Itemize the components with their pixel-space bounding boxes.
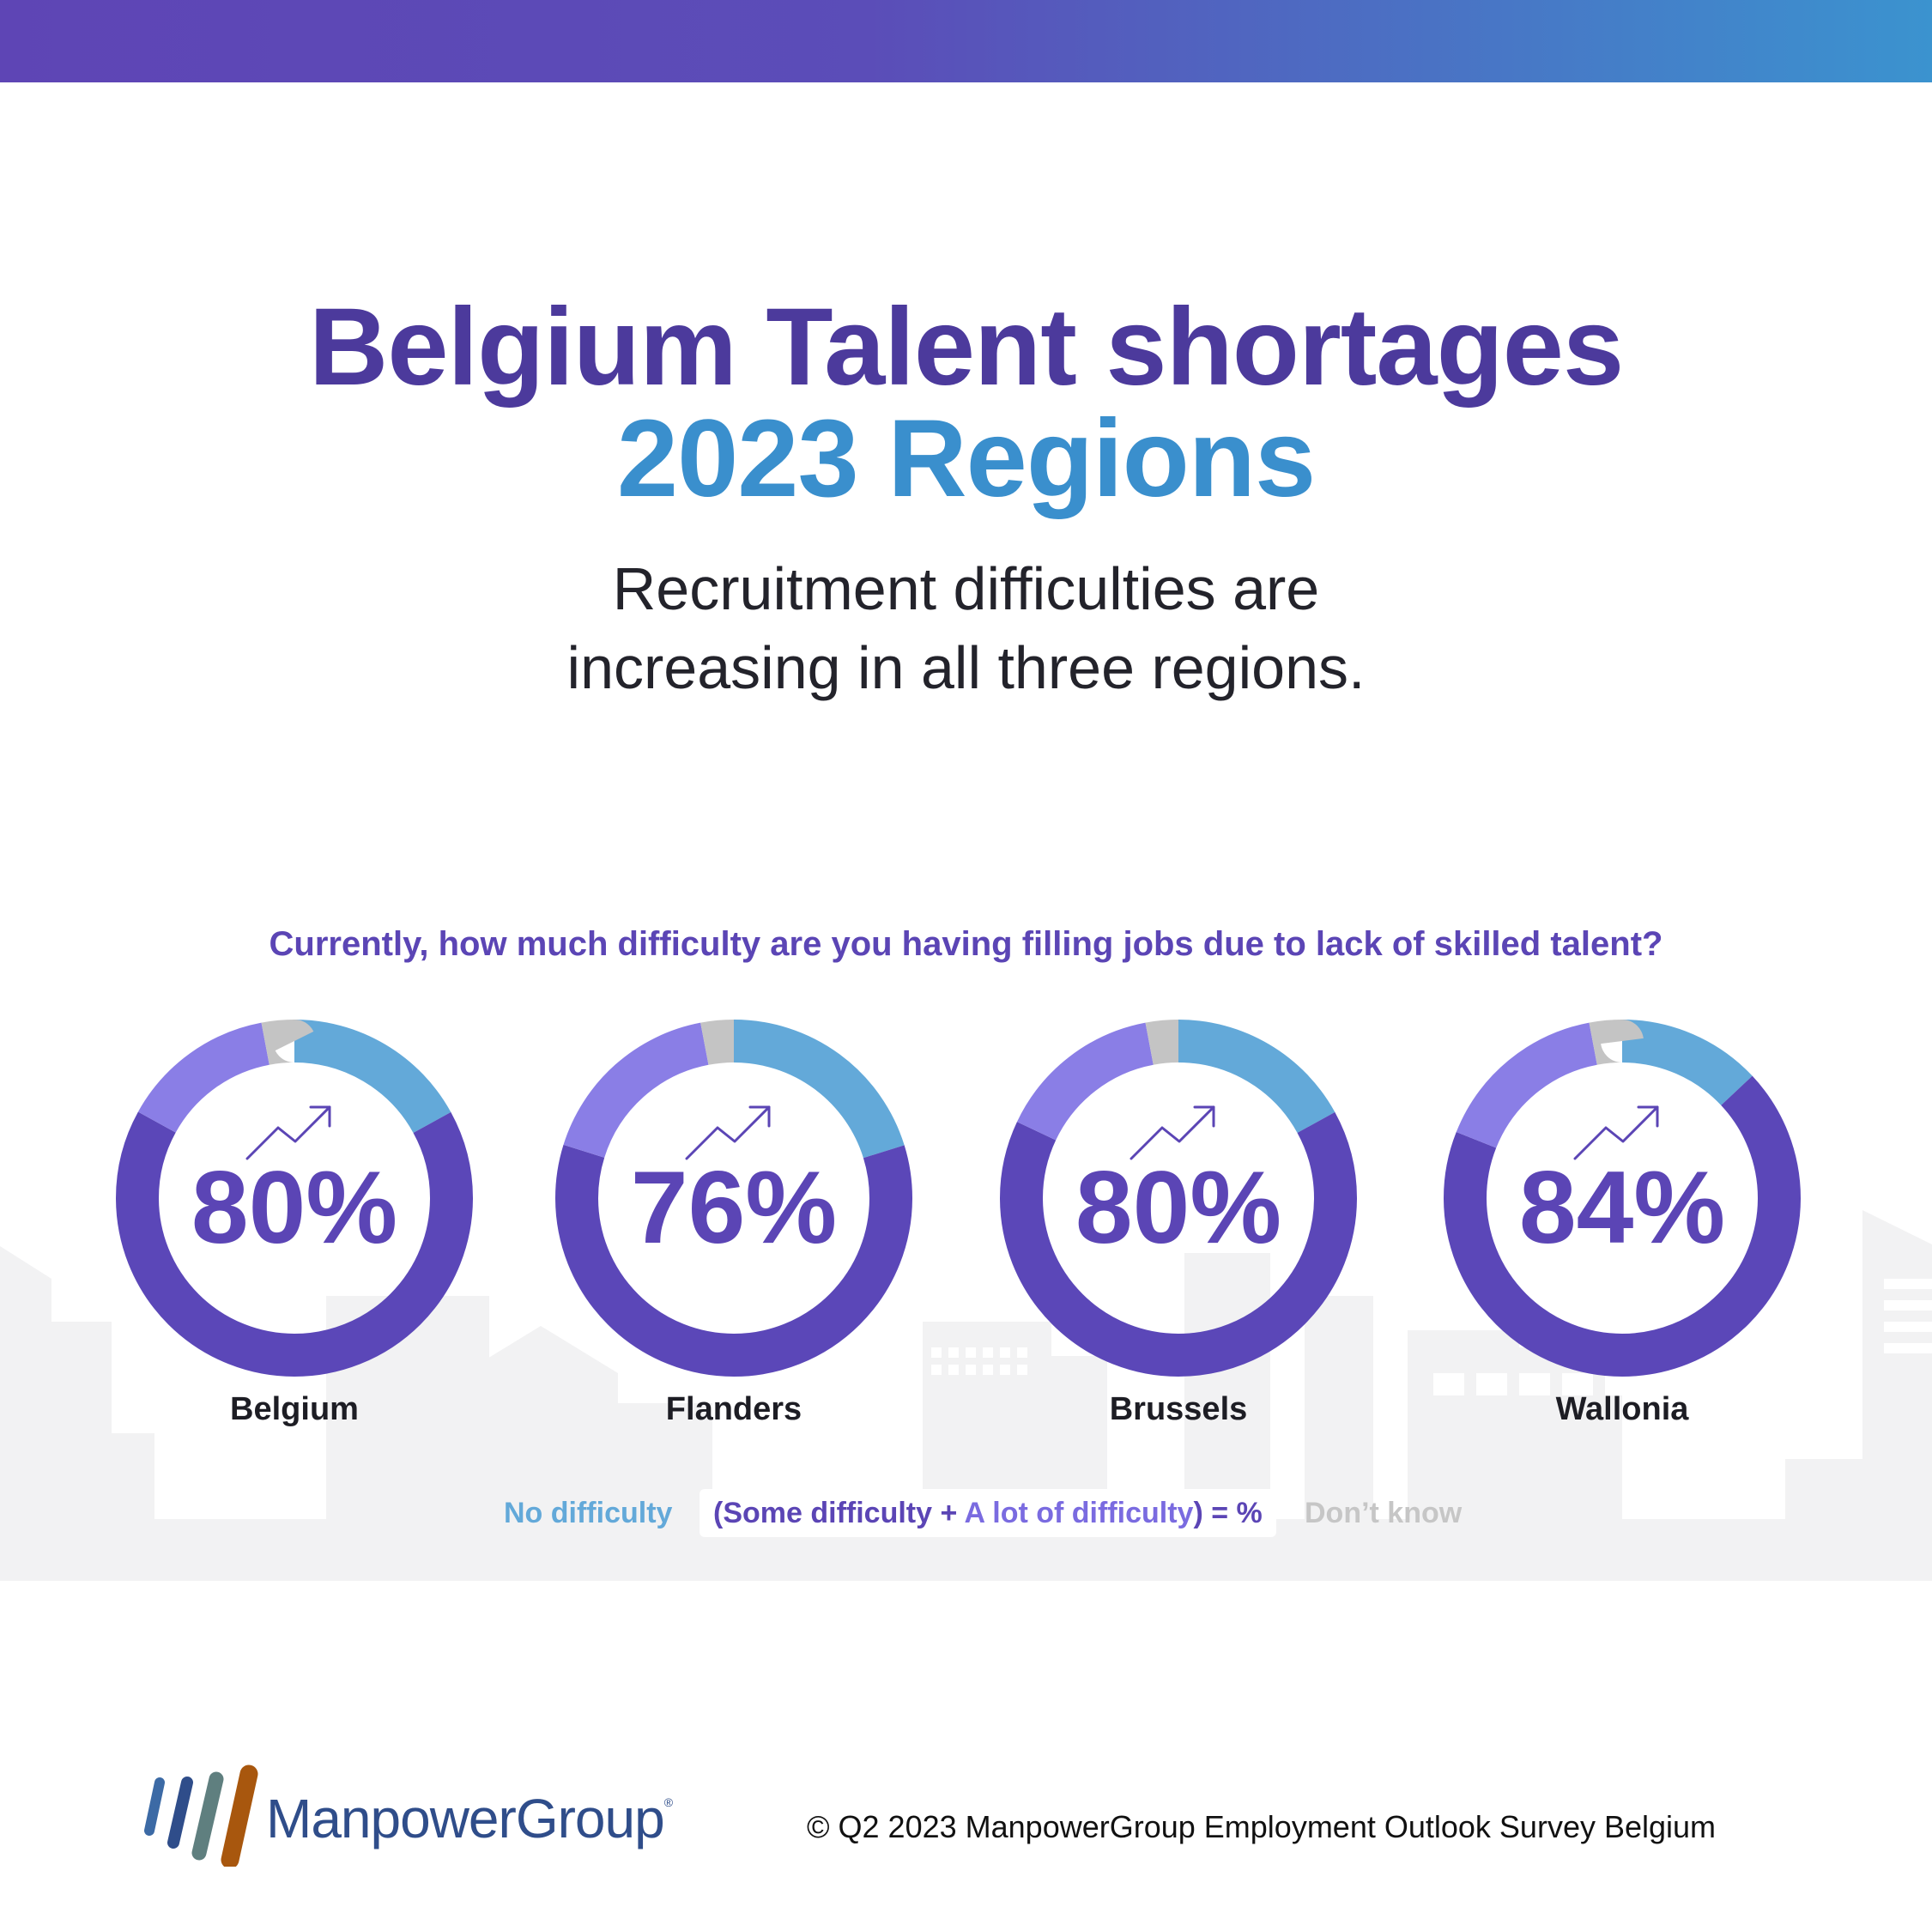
donut-percentage-label: 80% (1075, 1150, 1281, 1265)
logo-wordmark: ManpowerGroup (266, 1788, 665, 1849)
trend-up-arrow-icon (1573, 1105, 1659, 1160)
region-label: Flanders (666, 1391, 802, 1427)
donut-flanders: 76% Flanders (555, 1020, 912, 1427)
logo-registered-mark: ® (663, 1795, 673, 1809)
donut-percentage-label: 80% (191, 1150, 397, 1265)
trend-up-arrow-icon (685, 1105, 771, 1160)
donut-percentage-label: 76% (631, 1150, 837, 1265)
legend-dont-know: Don’t know (1305, 1497, 1463, 1529)
donut-slice-dont-know (116, 1020, 473, 1377)
city-skyline-background (0, 1210, 1932, 1581)
top-gradient-bar (0, 0, 1932, 82)
donut-slice-a-lot-of-difficulty (1000, 1020, 1357, 1377)
page-description: Recruitment difficulties are increasing … (0, 549, 1932, 707)
trend-up-arrow-icon (1130, 1105, 1215, 1160)
donut-slice-dont-know (1444, 1020, 1801, 1377)
manpowergroup-logo-text: ManpowerGroup® (266, 1787, 673, 1850)
page-subtitle-year: 2023 Regions (616, 397, 1316, 520)
region-label: Belgium (230, 1391, 359, 1427)
legend-equals-percent: ) = % (1193, 1497, 1263, 1529)
donut-slice-a-lot-of-difficulty (116, 1020, 473, 1377)
description-line-1: Recruitment difficulties are (612, 555, 1320, 622)
description-line-2: increasing in all three regions. (566, 634, 1366, 701)
region-label: Brussels (1110, 1391, 1248, 1427)
trend-up-arrow-icon (245, 1105, 331, 1160)
survey-question: Currently, how much difficulty are you h… (269, 925, 1663, 963)
donut-slice-dont-know (555, 1020, 912, 1377)
legend-plus: + (932, 1497, 965, 1529)
donut-slice-dont-know (1000, 1020, 1357, 1377)
donut-charts: 80% Belgium 76% Flanders 80% Brussels 84% Wallo… (116, 1020, 1801, 1427)
copyright-notice: © Q2 2023 ManpowerGroup Employment Outlo… (807, 1809, 1717, 1844)
legend-no-difficulty: No difficulty (504, 1497, 673, 1529)
legend-difficulty-sum: (Some difficulty + A lot of difficulty) … (700, 1489, 1276, 1537)
donut-belgium: 80% Belgium (116, 1020, 473, 1427)
donut-percentage-label: 84% (1519, 1150, 1725, 1265)
page-title: Belgium Talent shortages (308, 286, 1624, 409)
donut-brussels: 80% Brussels (1000, 1020, 1357, 1427)
legend-a-lot-of-difficulty: A lot of difficulty (964, 1497, 1194, 1529)
donut-wallonia: 84% Wallonia (1444, 1020, 1801, 1427)
donut-slice-a-lot-of-difficulty (555, 1020, 912, 1377)
region-label: Wallonia (1556, 1391, 1690, 1427)
legend-some-difficulty: (Some difficulty (713, 1497, 933, 1529)
donut-slice-a-lot-of-difficulty (1444, 1020, 1801, 1377)
manpowergroup-logo-icon (144, 1765, 258, 1867)
